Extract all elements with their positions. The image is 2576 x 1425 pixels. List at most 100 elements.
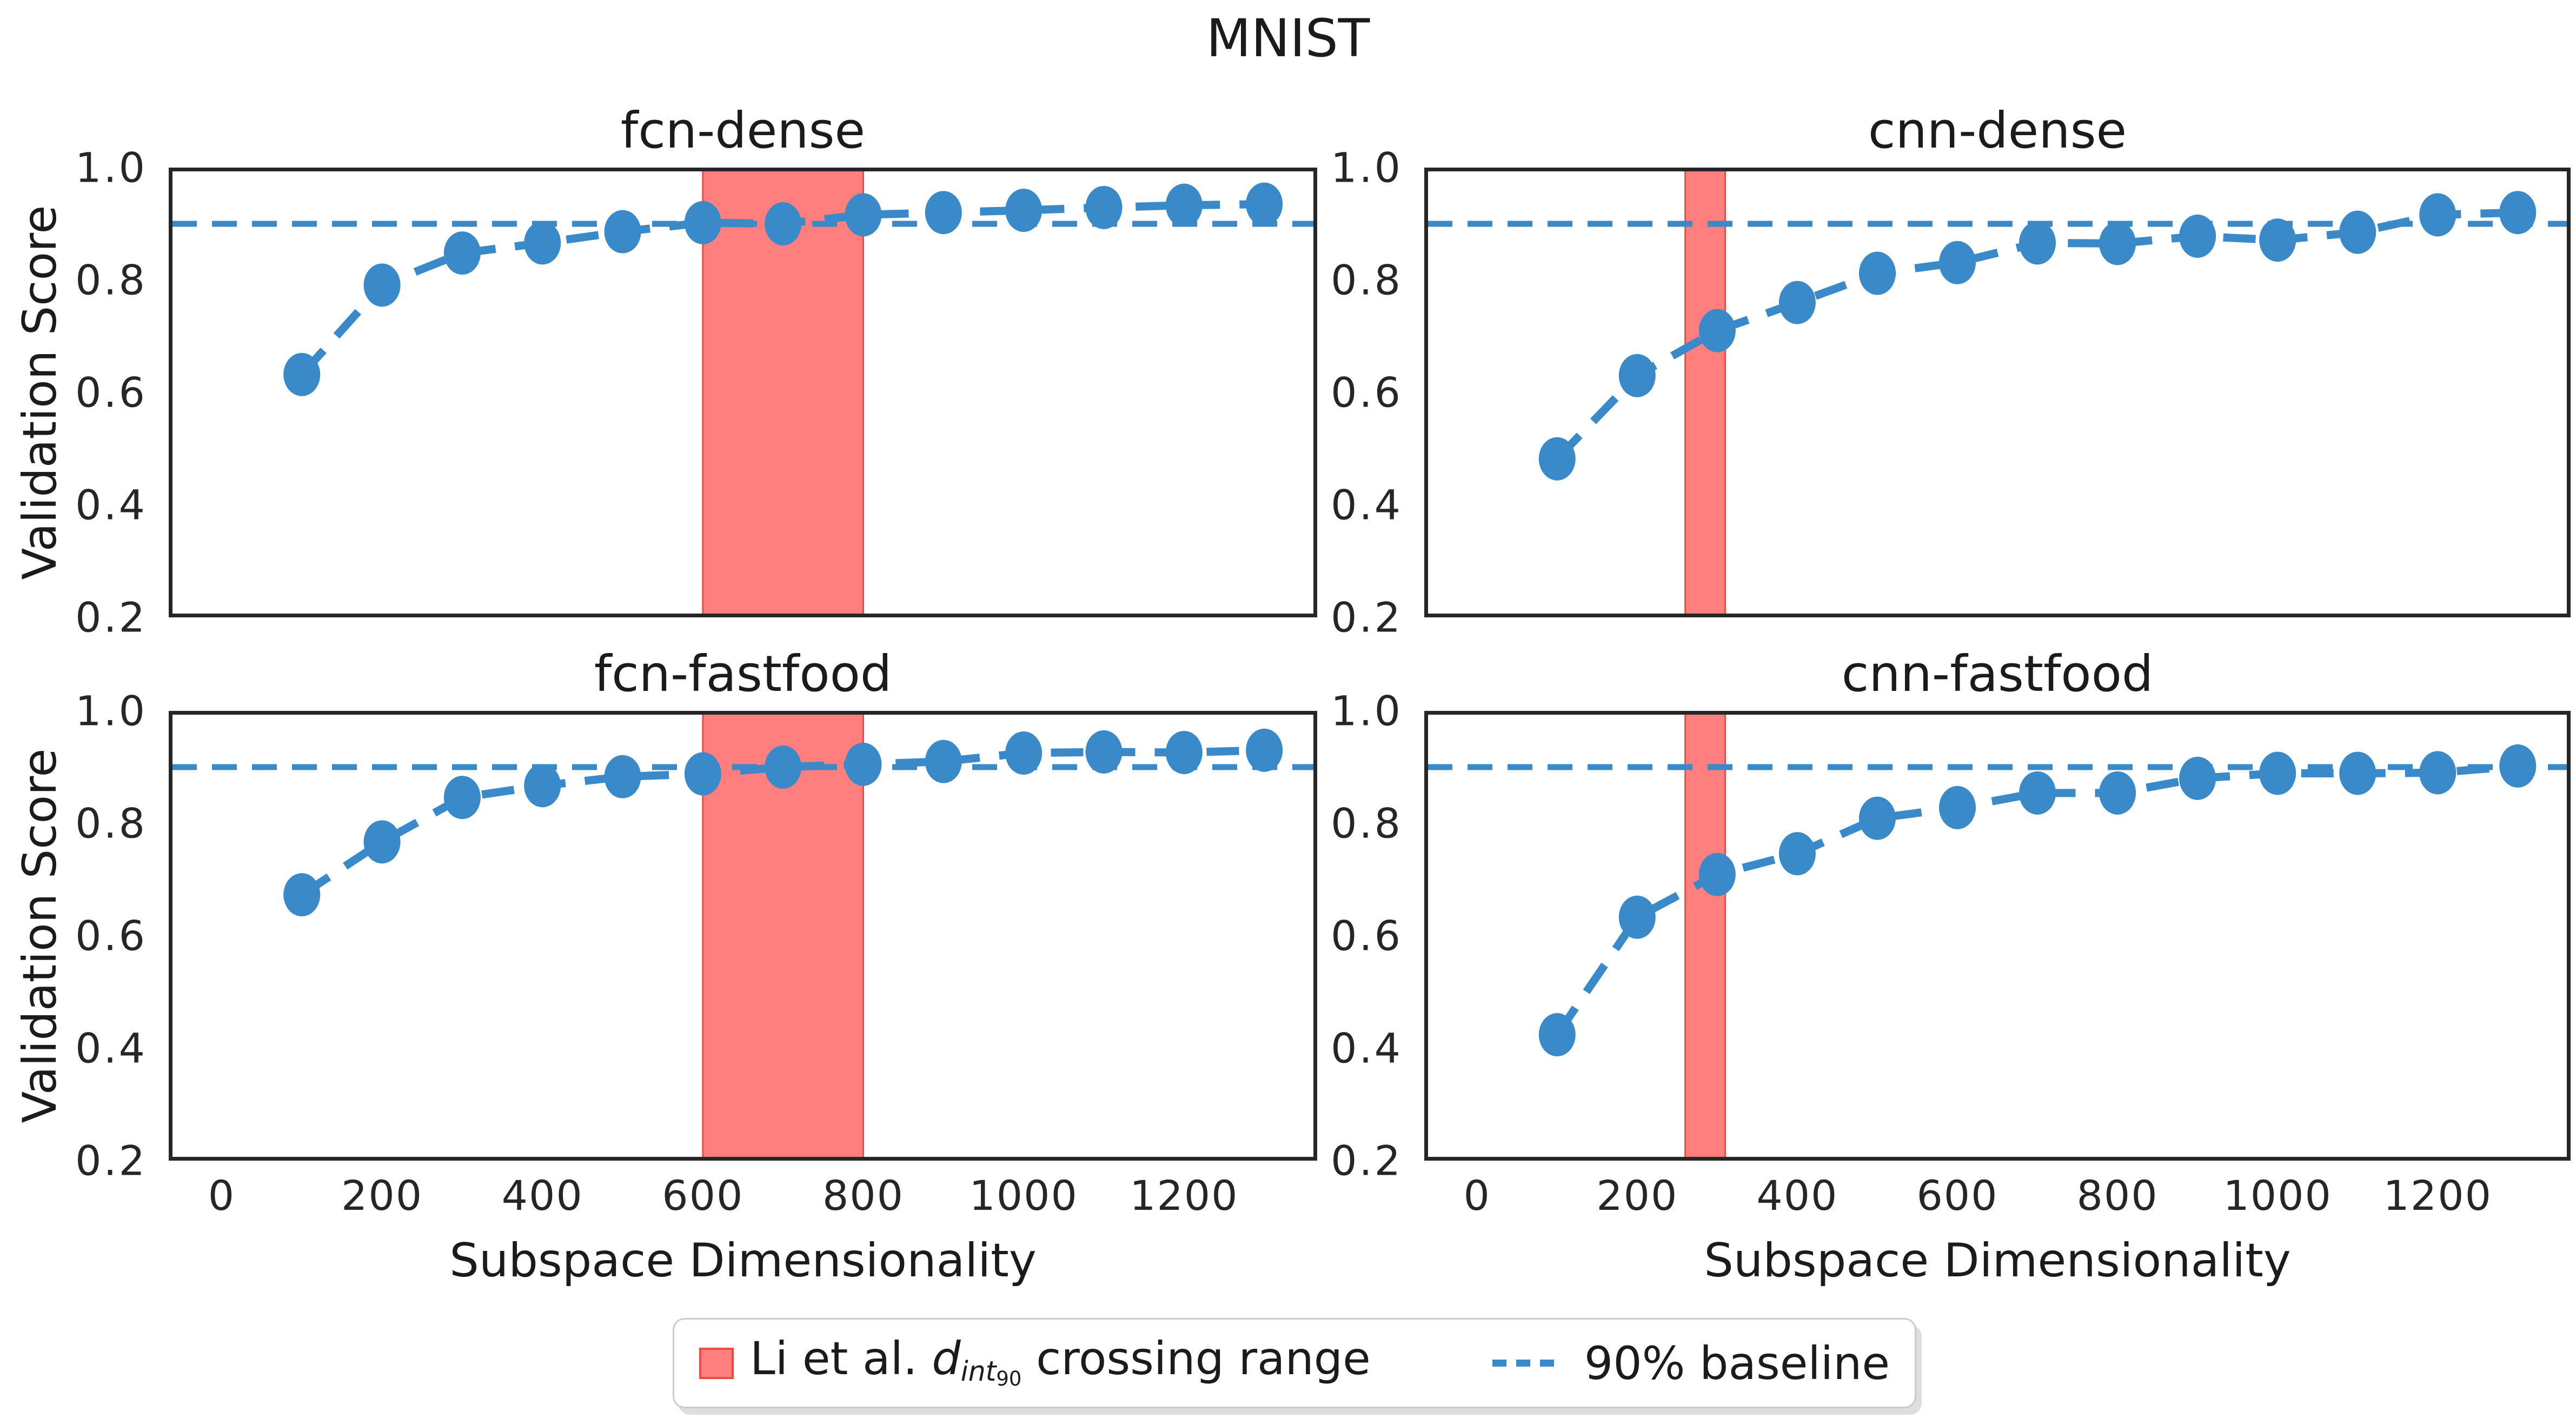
subplot-title-cnn-dense: cnn-dense	[1868, 102, 2127, 159]
legend-box: Li et al. dint90 crossing range 90% base…	[672, 1318, 1917, 1408]
data-point-marker	[283, 873, 321, 917]
data-point-marker	[1246, 728, 1283, 772]
data-point-marker	[1618, 895, 1656, 939]
data-point-marker	[524, 764, 561, 808]
data-point-marker	[283, 352, 321, 396]
y-tick-label: 0.8	[75, 256, 147, 304]
crossing-range-band	[1684, 168, 1727, 617]
x-tick-label: 800	[2076, 1171, 2159, 1220]
data-point-marker	[604, 210, 641, 254]
plot-canvas-cnn-dense	[1424, 168, 2571, 617]
data-point-marker	[2179, 214, 2216, 258]
data-point-marker	[2499, 744, 2537, 788]
data-point-marker	[1778, 281, 1816, 324]
x-tick-label: 400	[501, 1171, 583, 1220]
legend-crossing-range-label: Li et al. dint90 crossing range	[750, 1333, 1371, 1394]
y-axis-label-bottom: Validation Score	[13, 748, 67, 1123]
data-point-marker	[443, 776, 481, 820]
data-point-marker	[2419, 751, 2457, 795]
data-point-marker	[1165, 183, 1203, 227]
x-tick-label: 600	[662, 1171, 744, 1220]
y-tick-label: 1.0	[75, 143, 147, 192]
data-point-marker	[1538, 1013, 1576, 1057]
data-point-marker	[2419, 193, 2457, 237]
data-point-marker	[1698, 853, 1736, 896]
data-point-marker	[363, 263, 401, 307]
x-tick-label: 0	[1463, 1171, 1491, 1220]
axes-frame	[169, 711, 1317, 1161]
legend-label-90-subscript: 90	[996, 1367, 1022, 1391]
x-tick-label: 200	[1596, 1171, 1678, 1220]
legend-baseline-label: 90% baseline	[1584, 1336, 1890, 1390]
figure-title: MNIST	[1206, 8, 1370, 69]
data-point-marker	[684, 201, 721, 244]
data-point-marker	[1246, 182, 1283, 226]
x-axis-label-left: Subspace Dimensionality	[449, 1234, 1037, 1288]
y-tick-label: 0.6	[75, 368, 147, 417]
y-tick-label: 1.0	[1331, 143, 1403, 192]
data-point-marker	[443, 231, 481, 275]
y-tick-label: 0.8	[75, 799, 147, 848]
data-point-marker	[925, 191, 962, 235]
data-point-marker	[524, 221, 561, 265]
y-tick-label: 1.0	[75, 687, 147, 735]
data-point-marker	[1165, 730, 1203, 774]
y-tick-label: 0.4	[75, 1024, 147, 1073]
data-point-marker	[2019, 221, 2056, 265]
x-tick-label: 1200	[1130, 1171, 1239, 1220]
data-point-marker	[765, 202, 802, 245]
data-point-marker	[2259, 751, 2296, 795]
legend-label-suffix: crossing range	[1021, 1332, 1371, 1385]
data-point-marker	[1938, 785, 1976, 829]
subplot-title-fcn-fastfood: fcn-fastfood	[594, 645, 892, 703]
data-point-marker	[1698, 309, 1736, 352]
data-point-marker	[1858, 796, 1896, 840]
data-point-marker	[363, 820, 401, 864]
axes-frame	[1424, 711, 2571, 1161]
y-tick-label: 0.6	[1331, 911, 1403, 960]
y-axis-label-top: Validation Score	[13, 205, 67, 580]
y-tick-label: 0.6	[1331, 368, 1403, 417]
y-tick-label: 0.4	[75, 481, 147, 529]
y-tick-label: 0.2	[75, 1136, 147, 1185]
data-point-marker	[2099, 771, 2136, 815]
y-tick-label: 0.2	[75, 593, 147, 642]
x-tick-label: 400	[1756, 1171, 1838, 1220]
x-tick-label: 800	[822, 1171, 905, 1220]
legend-baseline-dash-icon	[1492, 1360, 1564, 1367]
data-point-marker	[604, 755, 641, 798]
x-tick-label: 600	[1916, 1171, 1999, 1220]
data-point-marker	[845, 193, 882, 237]
y-tick-label: 0.8	[1331, 256, 1403, 304]
data-point-marker	[1778, 832, 1816, 876]
y-tick-label: 1.0	[1331, 687, 1403, 735]
data-point-marker	[1618, 354, 1656, 397]
data-point-marker	[2339, 210, 2376, 254]
crossing-range-band	[1684, 711, 1727, 1161]
data-point-marker	[1085, 730, 1123, 774]
axes-frame	[1424, 168, 2571, 617]
data-point-marker	[765, 745, 802, 789]
legend-label-d: d	[932, 1332, 961, 1385]
data-point-marker	[845, 742, 882, 786]
x-axis-label-right: Subspace Dimensionality	[1704, 1234, 2291, 1288]
legend-crossing-range-swatch	[699, 1347, 734, 1379]
data-point-marker	[2099, 222, 2136, 265]
y-tick-label: 0.6	[75, 911, 147, 960]
data-point-marker	[2179, 756, 2216, 800]
x-tick-label: 0	[208, 1171, 236, 1220]
y-tick-label: 0.2	[1331, 1136, 1403, 1185]
data-point-marker	[2019, 771, 2056, 815]
data-point-marker	[684, 752, 721, 796]
data-point-marker	[925, 740, 962, 783]
plot-canvas-fcn-dense	[169, 168, 1317, 617]
data-point-marker	[1005, 189, 1043, 232]
y-tick-label: 0.8	[1331, 799, 1403, 848]
data-point-marker	[1005, 731, 1043, 775]
subplot-title-cnn-fastfood: cnn-fastfood	[1841, 645, 2154, 703]
axes-frame	[169, 168, 1317, 617]
data-point-marker	[2339, 751, 2376, 795]
plot-canvas-fcn-fastfood	[169, 711, 1317, 1161]
data-point-marker	[2259, 218, 2296, 262]
